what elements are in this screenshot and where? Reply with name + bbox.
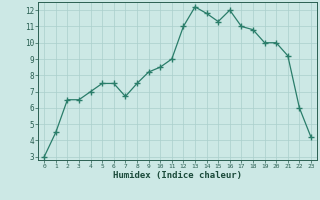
X-axis label: Humidex (Indice chaleur): Humidex (Indice chaleur) <box>113 171 242 180</box>
